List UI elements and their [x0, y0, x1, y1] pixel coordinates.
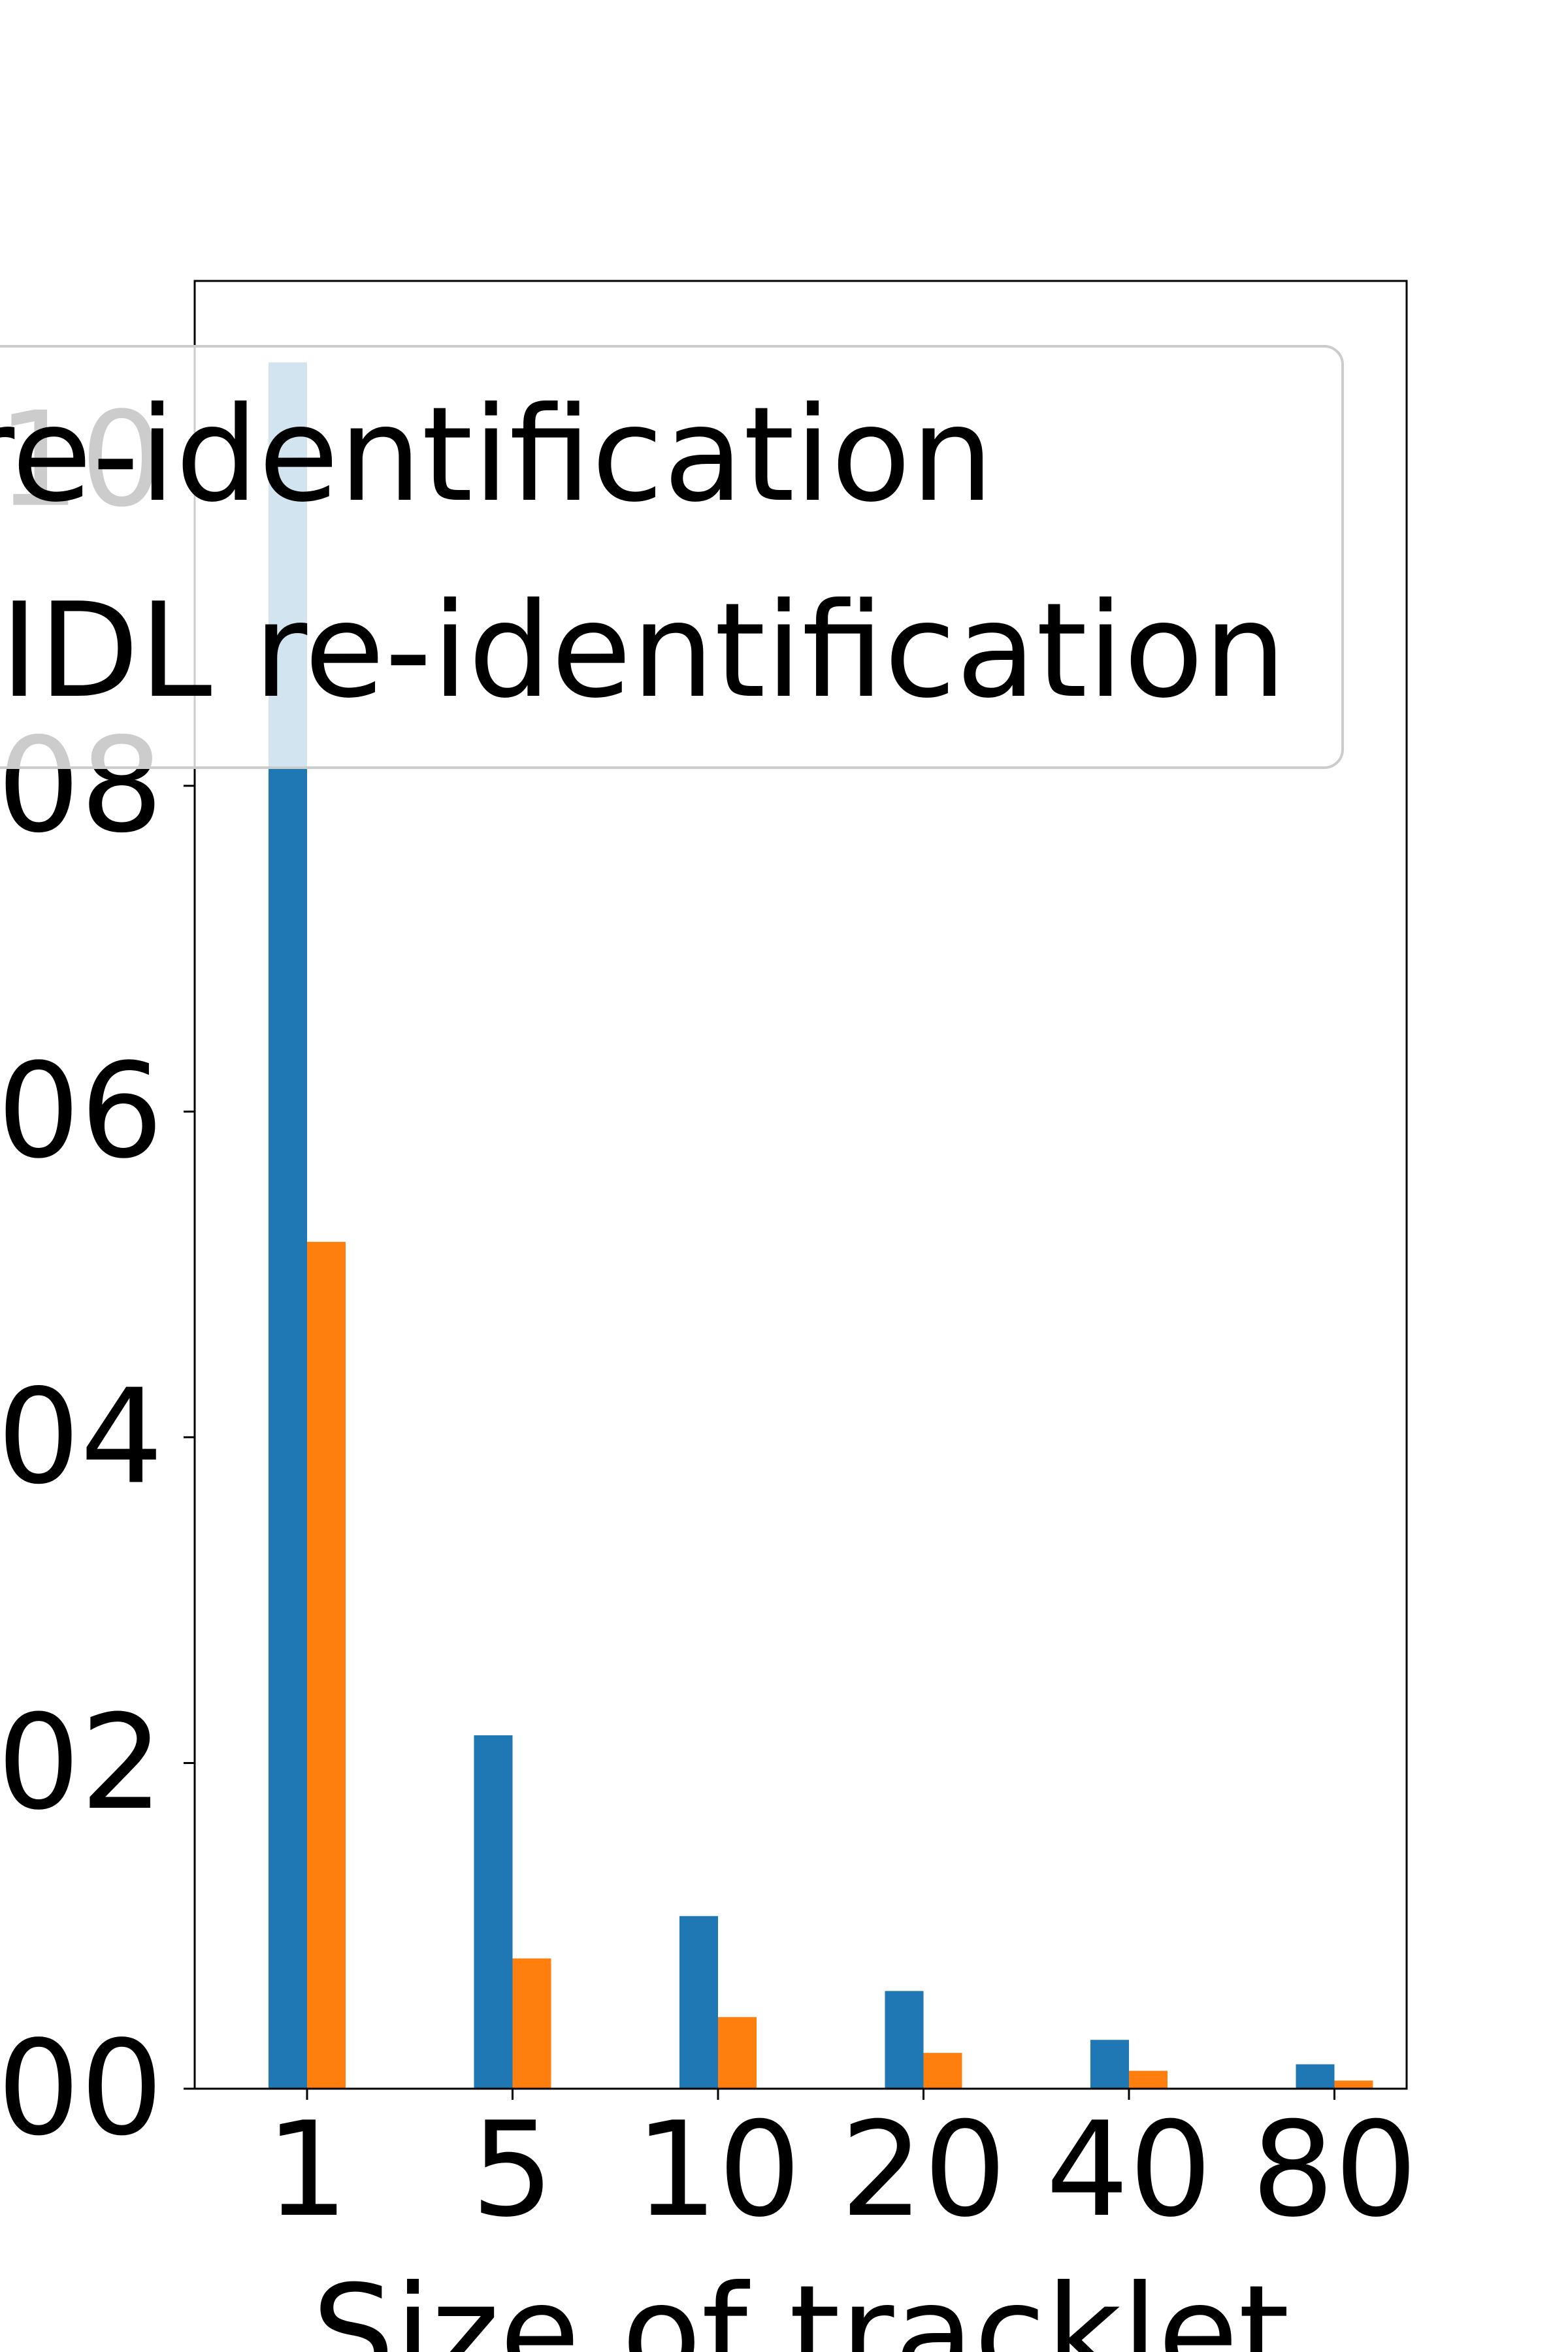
bar-reid-5 [474, 1735, 513, 2089]
legend-entry-label: re-identification [0, 379, 994, 531]
x-axis-label: Size of tracklet [312, 2257, 1289, 2352]
plot-frame [193, 280, 1408, 2090]
y-tick-label: 04 [0, 1361, 163, 1513]
bar-reid-80 [1296, 2064, 1335, 2089]
bar-idl-reid-20 [923, 2053, 962, 2089]
bar-idl-reid-80 [1334, 2080, 1373, 2089]
x-axis: 1 5 10 20 40 80 [265, 2089, 1418, 2246]
x-tick-label: 5 [471, 2094, 554, 2246]
y-tick-label: 02 [0, 1687, 163, 1839]
y-tick-label: 00 [0, 2013, 163, 2165]
x-tick-label: 10 [635, 2094, 802, 2246]
bar-reid-10 [679, 1916, 718, 2089]
y-tick-label: 06 [0, 1036, 163, 1188]
x-tick-label: 80 [1251, 2094, 1418, 2246]
x-tick-label: 1 [265, 2094, 348, 2246]
bar-idl-reid-5 [512, 1958, 551, 2089]
bar-reid-40 [1090, 2040, 1129, 2089]
x-tick-label: 20 [840, 2094, 1007, 2246]
legend-entry-label: IDL re-identification [0, 575, 1286, 727]
x-tick-label: 40 [1046, 2094, 1213, 2246]
legend: re-identification IDL re-identification [0, 345, 1344, 769]
bar-idl-reid-10 [718, 2017, 757, 2089]
bar-reid-20 [885, 1991, 924, 2089]
legend-box [0, 345, 1344, 769]
bar-idl-reid-1 [307, 1241, 346, 2089]
bar-idl-reid-40 [1129, 2070, 1168, 2089]
